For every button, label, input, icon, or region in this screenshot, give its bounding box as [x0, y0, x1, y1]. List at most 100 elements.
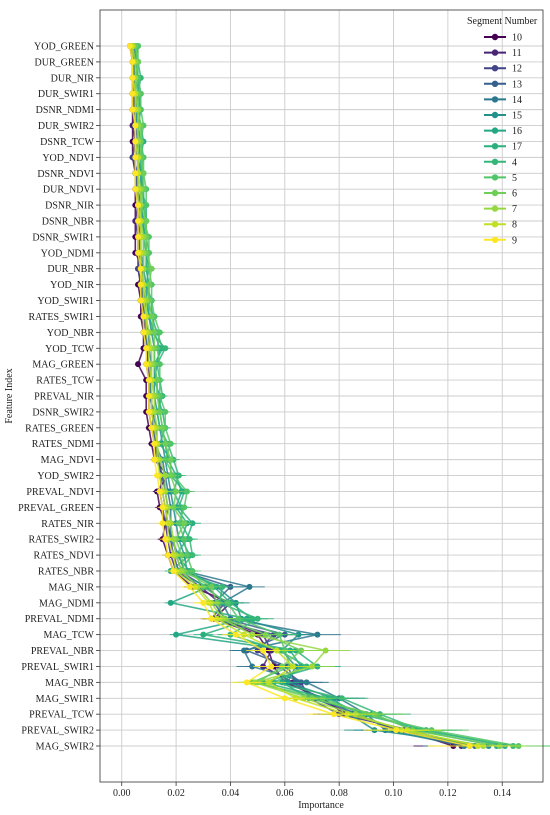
y-tick-label: MAG_NDMI	[39, 598, 94, 609]
data-point	[162, 472, 169, 479]
data-point	[132, 122, 139, 129]
y-tick-label: PREVAL_NDMI	[25, 614, 94, 625]
y-tick-label: YOD_SWIR2	[37, 471, 94, 482]
data-point	[145, 408, 152, 415]
data-point	[183, 488, 190, 495]
data-point	[208, 615, 215, 622]
y-tick-label: PREVAL_NIR	[34, 392, 94, 403]
y-tick-label: DUR_SWIR1	[38, 89, 94, 100]
data-point	[135, 233, 142, 240]
data-point	[167, 440, 174, 447]
data-point	[156, 329, 163, 336]
data-point	[170, 568, 177, 574]
legend-swatch-marker	[491, 111, 499, 119]
grid-layer	[100, 10, 543, 782]
y-tick-label: DSNR_NDVI	[37, 169, 94, 180]
data-point	[330, 711, 337, 718]
legend-swatch-marker	[491, 49, 499, 56]
legend-swatch-marker	[491, 33, 499, 41]
legend-swatch-marker	[491, 127, 499, 134]
data-point	[148, 313, 155, 320]
data-point	[135, 361, 142, 368]
y-tick-label: MAG_TCW	[43, 630, 94, 641]
x-tick-label: 0.02	[167, 788, 185, 799]
data-point	[143, 202, 150, 209]
data-point	[140, 313, 147, 320]
data-point	[295, 631, 302, 638]
y-tick-label: DSNR_TCW	[40, 137, 94, 148]
data-point	[167, 599, 174, 606]
data-point	[260, 647, 267, 654]
legend-label: 5	[512, 173, 517, 184]
data-point	[281, 695, 288, 702]
data-point	[148, 265, 155, 272]
y-tick-label: YOD_SWIR1	[37, 296, 94, 307]
data-point	[129, 106, 136, 113]
data-point	[164, 552, 171, 559]
y-tick-label: YOD_NDVI	[42, 153, 94, 164]
y-tick-label: DUR_NIR	[51, 73, 95, 84]
y-tick-label: DSNR_SWIR1	[32, 232, 94, 243]
data-point	[156, 488, 163, 495]
legend-swatch-marker	[491, 189, 499, 197]
data-point	[154, 377, 161, 384]
data-point	[181, 520, 188, 527]
data-point	[143, 345, 150, 352]
y-tick-label: RATES_GREEN	[25, 423, 94, 434]
data-point	[159, 504, 166, 511]
data-point	[143, 361, 150, 368]
data-point	[151, 329, 158, 336]
data-point	[322, 647, 329, 654]
data-point	[208, 583, 215, 590]
y-tick-label: YOD_NBR	[47, 328, 95, 339]
data-point	[243, 679, 250, 686]
data-point	[162, 408, 169, 415]
data-point	[254, 615, 261, 622]
data-point	[145, 281, 152, 288]
y-tick-label: RATES_NIR	[41, 519, 94, 530]
y-tick-label: DSNR_NDMI	[36, 105, 94, 116]
legend-swatch-marker	[491, 205, 499, 212]
data-point	[143, 218, 150, 224]
tick-layer: 0.00 0.02 0.04 0.06 0.08 0.10 0.12 0.14 YOD_GREE…	[18, 42, 511, 800]
y-tick-label: YOD_GREEN	[34, 42, 94, 53]
legend-swatch-marker	[491, 80, 499, 88]
legend-label: 8	[512, 220, 517, 231]
data-point	[466, 743, 473, 749]
y-tick-label: MAG_SWIR2	[36, 742, 94, 753]
x-tick-label: 0.10	[385, 788, 403, 799]
legend-swatch-marker	[491, 236, 499, 243]
data-point	[126, 43, 133, 49]
y-tick-label: YOD_TCW	[45, 344, 94, 355]
data-point	[181, 536, 188, 543]
y-tick-label: MAG_NIR	[48, 582, 94, 593]
legend-label: 11	[512, 48, 522, 59]
y-tick-label: RATES_NBR	[38, 567, 94, 578]
data-point	[151, 456, 158, 463]
data-point	[145, 377, 152, 384]
legend: Segment Number 10 11 12 13 14 15 16 17 4 5 6 7 8 9	[467, 16, 538, 246]
data-point	[132, 138, 139, 145]
legend-swatch-marker	[491, 65, 499, 72]
y-tick-label: MAG_GREEN	[32, 360, 94, 371]
data-point	[186, 583, 193, 590]
legend-label: 10	[512, 33, 522, 44]
data-point	[173, 488, 180, 495]
data-point	[159, 520, 166, 527]
y-tick-label: DUR_SWIR2	[38, 121, 94, 132]
x-tick-label: 0.00	[113, 788, 131, 799]
y-tick-label: RATES_TCW	[36, 376, 94, 387]
data-point	[156, 408, 163, 415]
data-point	[132, 170, 139, 177]
data-point	[219, 583, 226, 590]
y-tick-label: RATES_SWIR2	[28, 535, 94, 546]
data-point	[159, 424, 166, 431]
data-point	[162, 345, 169, 352]
data-point	[148, 424, 155, 431]
data-point	[140, 170, 147, 177]
legend-label: 12	[512, 64, 522, 75]
legend-label: 15	[512, 111, 522, 122]
data-point	[151, 440, 158, 447]
